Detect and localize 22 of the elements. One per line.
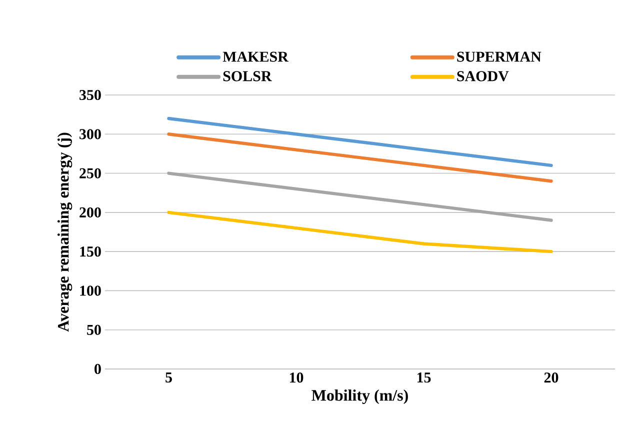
line-series <box>167 116 553 168</box>
legend-label: SAODV <box>457 71 509 82</box>
x-tick-label: 5 <box>166 372 172 382</box>
y-tick-label: 300 <box>80 129 101 140</box>
y-tick-label: 150 <box>80 246 101 257</box>
y-tick-label: 250 <box>80 168 101 178</box>
y-tick-label: 350 <box>80 90 101 100</box>
legend-label: SOLSR <box>223 71 272 82</box>
line-series <box>167 210 553 254</box>
y-tick-label: 50 <box>87 324 101 335</box>
y-tick-label: 0 <box>94 364 101 374</box>
x-tick-label: 10 <box>290 372 304 383</box>
x-tick-label: 20 <box>544 372 558 383</box>
legend-label: MAKESR <box>222 52 289 62</box>
line-series <box>167 132 553 183</box>
line-series <box>167 172 553 222</box>
y-tick-label: 200 <box>80 207 101 218</box>
x-tick-label: 15 <box>417 372 431 383</box>
y-axis-title: Average remaining energy (j) <box>57 132 72 332</box>
y-tick-label: 100 <box>80 286 101 296</box>
legend-label: SUPERMAN <box>457 52 542 62</box>
x-axis-title: Mobility (m/s) <box>312 390 408 404</box>
